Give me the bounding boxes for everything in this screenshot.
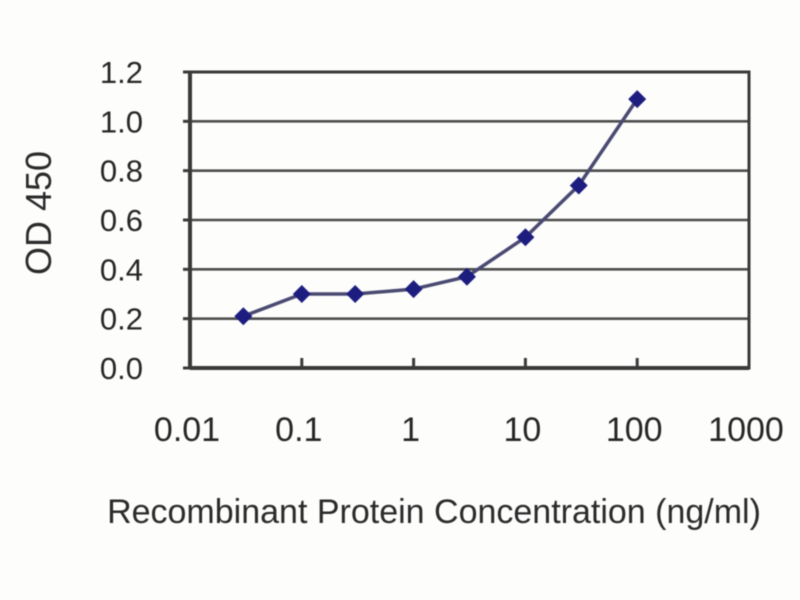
data-point-marker [346,285,365,303]
y-tick-label: 0.6 [100,203,143,238]
x-tick-label: 100 [606,411,663,449]
data-point-marker [292,285,311,303]
y-axis-title: OD 450 [18,150,59,276]
x-tick-label: 10 [503,411,541,449]
y-tick-label: 0.8 [100,154,143,189]
data-point-marker [234,307,253,326]
series-line [242,98,639,318]
y-tick-label: 0.0 [100,351,143,386]
data-point-marker [628,90,647,109]
data-point-marker [569,176,588,195]
y-tick-label: 1.0 [100,104,143,139]
x-tick-label: 0.01 [154,411,220,449]
data-point-marker [457,267,476,286]
data-point-marker [404,280,423,299]
x-axis-title: Recombinant Protein Concentration (ng/ml… [107,493,761,531]
x-tick-label: 1000 [708,411,784,449]
data-point-marker [516,228,535,247]
y-tick-label: 0.4 [100,252,143,287]
x-tick-label: 1 [401,411,420,449]
y-tick-label: 1.2 [100,55,143,90]
y-tick-label: 0.2 [100,302,143,337]
x-tick-label: 0.1 [275,411,322,449]
